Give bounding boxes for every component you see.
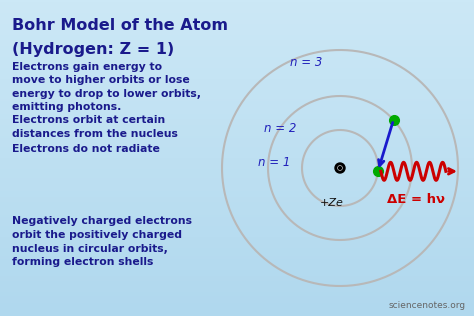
Text: (Hydrogen: Z = 1): (Hydrogen: Z = 1) xyxy=(12,42,174,57)
Text: n = 1: n = 1 xyxy=(258,156,291,169)
Text: Electrons gain energy to
move to higher orbits or lose
energy to drop to lower o: Electrons gain energy to move to higher … xyxy=(12,62,201,112)
Circle shape xyxy=(335,163,345,173)
Text: Electrons do not radiate: Electrons do not radiate xyxy=(12,144,160,154)
Text: Negatively charged electrons
orbit the positively charged
nucleus in circular or: Negatively charged electrons orbit the p… xyxy=(12,216,192,267)
Circle shape xyxy=(338,166,342,170)
Text: ΔE = hν: ΔE = hν xyxy=(387,193,445,206)
Text: sciencenotes.org: sciencenotes.org xyxy=(389,301,466,310)
Text: n = 2: n = 2 xyxy=(264,121,296,135)
Text: n = 3: n = 3 xyxy=(290,56,322,69)
Text: Bohr Model of the Atom: Bohr Model of the Atom xyxy=(12,18,228,33)
Text: Electrons orbit at certain
distances from the nucleus: Electrons orbit at certain distances fro… xyxy=(12,115,178,139)
Circle shape xyxy=(338,167,341,169)
Text: +Ze: +Ze xyxy=(320,198,344,208)
